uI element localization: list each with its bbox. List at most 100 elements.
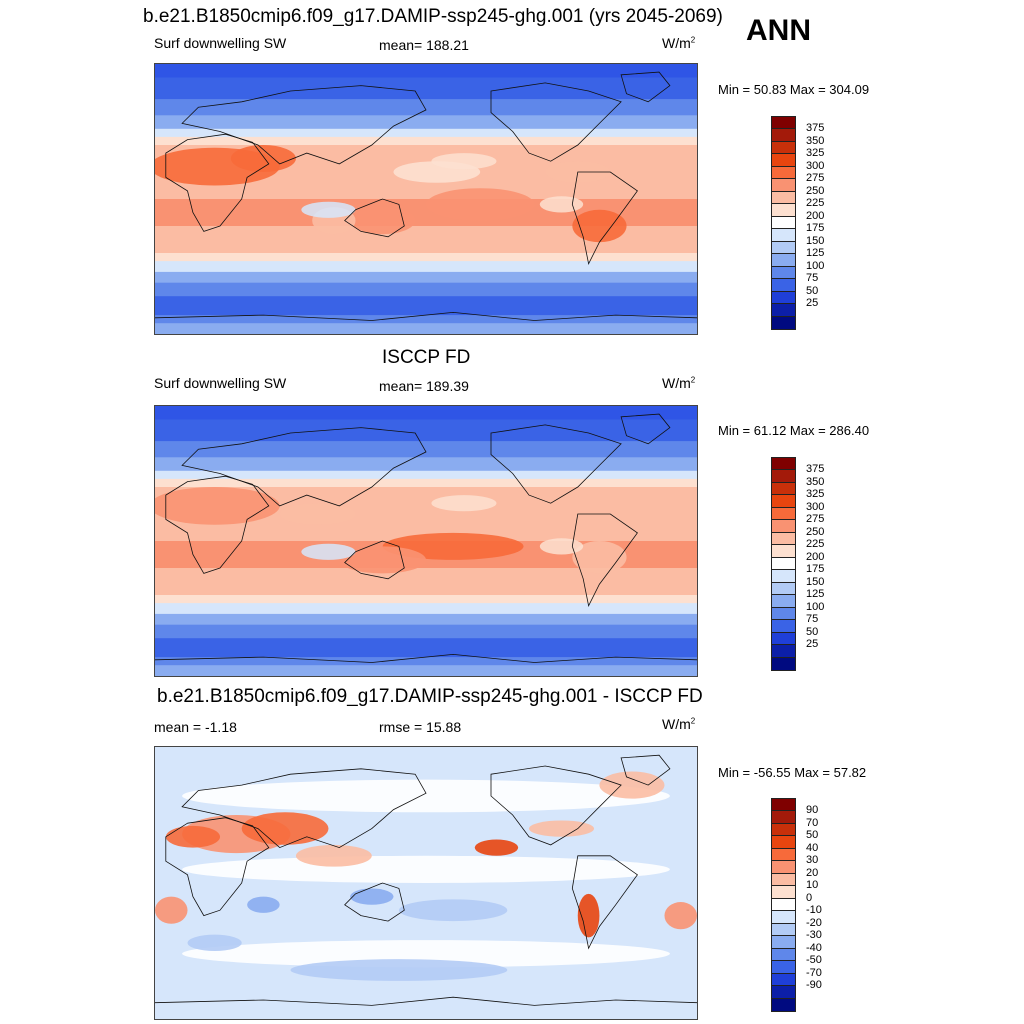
colorbar-tick-label: -90 xyxy=(806,979,822,992)
colorbar-swatch xyxy=(772,557,795,571)
colorbar-tick-label: 150 xyxy=(806,234,825,247)
colorbar-swatch xyxy=(772,166,795,180)
colorbar-swatch xyxy=(772,836,795,849)
colorbar-swatch xyxy=(772,861,795,874)
panel2-colorbar xyxy=(771,457,796,671)
colorbar-tick-label: 250 xyxy=(806,184,825,197)
colorbar-swatch xyxy=(772,470,795,483)
colorbar-swatch xyxy=(772,936,795,949)
colorbar-tick-label: 100 xyxy=(806,600,825,613)
panel3-minmax: Min = -56.55 Max = 57.82 xyxy=(718,765,867,780)
colorbar-tick-label: 125 xyxy=(806,247,825,260)
colorbar-tick-label: 50 xyxy=(806,284,819,297)
colorbar-swatch xyxy=(772,848,795,862)
panel2-map xyxy=(154,405,698,677)
colorbar-tick-label: 375 xyxy=(806,463,825,476)
colorbar-swatch xyxy=(772,948,795,962)
colorbar-swatch xyxy=(772,495,795,508)
colorbar-swatch xyxy=(772,657,795,670)
colorbar-swatch xyxy=(772,291,795,305)
colorbar-swatch xyxy=(772,886,795,899)
colorbar-swatch xyxy=(772,986,795,999)
colorbar-tick-label: -10 xyxy=(806,904,822,917)
colorbar-tick-label: 50 xyxy=(806,829,819,842)
colorbar-swatch xyxy=(772,973,795,987)
panel3-map xyxy=(154,746,698,1020)
colorbar-swatch xyxy=(772,117,795,130)
colorbar-swatch xyxy=(772,607,795,621)
colorbar-swatch xyxy=(772,582,795,596)
colorbar-swatch xyxy=(772,241,795,255)
colorbar-swatch xyxy=(772,923,795,937)
colorbar-tick-label: -50 xyxy=(806,954,822,967)
panel1-mean-label: mean= 188.21 xyxy=(379,37,469,53)
colorbar-swatch xyxy=(772,304,795,317)
panel1-minmax: Min = 50.83 Max = 304.09 xyxy=(718,82,870,97)
colorbar-swatch xyxy=(772,898,795,912)
colorbar-swatch xyxy=(772,179,795,192)
colorbar-tick-label: -30 xyxy=(806,929,822,942)
colorbar-swatch xyxy=(772,141,795,155)
panel1-colorbar xyxy=(771,116,796,330)
colorbar-swatch xyxy=(772,823,795,837)
colorbar-swatch xyxy=(772,204,795,217)
colorbar-tick-label: 275 xyxy=(806,513,825,526)
colorbar-swatch xyxy=(772,482,795,496)
colorbar-tick-label: 90 xyxy=(806,804,819,817)
colorbar-tick-label: 225 xyxy=(806,538,825,551)
colorbar-tick-label: 125 xyxy=(806,588,825,601)
colorbar-swatch xyxy=(772,873,795,887)
colorbar-tick-label: 200 xyxy=(806,209,825,222)
colorbar-swatch xyxy=(772,191,795,205)
colorbar-tick-label: 350 xyxy=(806,134,825,147)
colorbar-swatch xyxy=(772,216,795,230)
colorbar-swatch xyxy=(772,645,795,658)
colorbar-tick-label: 25 xyxy=(806,297,819,310)
colorbar-tick-label: -40 xyxy=(806,941,822,954)
panel2-title: ISCCP FD xyxy=(382,347,471,368)
panel1-units: W/m2 xyxy=(662,35,696,51)
colorbar-swatch xyxy=(772,961,795,974)
colorbar-swatch xyxy=(772,279,795,292)
colorbar-tick-label: 175 xyxy=(806,563,825,576)
colorbar-swatch xyxy=(772,254,795,267)
colorbar-swatch xyxy=(772,507,795,521)
season-label: ANN xyxy=(746,14,811,47)
colorbar-swatch xyxy=(772,632,795,646)
colorbar-swatch xyxy=(772,129,795,142)
colorbar-tick-label: 325 xyxy=(806,488,825,501)
panel1-map xyxy=(154,63,698,335)
colorbar-swatch xyxy=(772,458,795,471)
panel3-title: b.e21.B1850cmip6.f09_g17.DAMIP-ssp245-gh… xyxy=(157,686,703,707)
panel1-variable-label: Surf downwelling SW xyxy=(154,35,287,51)
colorbar-tick-label: 375 xyxy=(806,122,825,135)
colorbar-swatch xyxy=(772,154,795,167)
colorbar-tick-label: 250 xyxy=(806,525,825,538)
colorbar-tick-label: 50 xyxy=(806,625,819,638)
colorbar-swatch xyxy=(772,545,795,558)
colorbar-tick-label: 20 xyxy=(806,866,819,879)
colorbar-tick-label: 25 xyxy=(806,638,819,651)
colorbar-swatch xyxy=(772,911,795,924)
colorbar-tick-label: 175 xyxy=(806,222,825,235)
panel1-title: b.e21.B1850cmip6.f09_g17.DAMIP-ssp245-gh… xyxy=(143,6,723,27)
colorbar-swatch xyxy=(772,266,795,280)
colorbar-tick-label: 75 xyxy=(806,272,819,285)
colorbar-tick-label: 100 xyxy=(806,259,825,272)
colorbar-swatch xyxy=(772,620,795,633)
colorbar-swatch xyxy=(772,520,795,533)
panel2-mean-label: mean= 189.39 xyxy=(379,378,469,394)
colorbar-swatch xyxy=(772,595,795,608)
colorbar-swatch xyxy=(772,799,795,812)
colorbar-swatch xyxy=(772,229,795,242)
colorbar-tick-label: 300 xyxy=(806,159,825,172)
colorbar-swatch xyxy=(772,998,795,1011)
panel2-units: W/m2 xyxy=(662,375,696,391)
panel3-rmse-label: rmse = 15.88 xyxy=(379,719,462,735)
panel3-units: W/m2 xyxy=(662,716,696,732)
colorbar-swatch xyxy=(772,570,795,583)
panel2-variable-label: Surf downwelling SW xyxy=(154,375,287,391)
colorbar-tick-label: 325 xyxy=(806,147,825,160)
panel2-minmax: Min = 61.12 Max = 286.40 xyxy=(718,423,870,438)
colorbar-tick-label: -20 xyxy=(806,916,822,929)
